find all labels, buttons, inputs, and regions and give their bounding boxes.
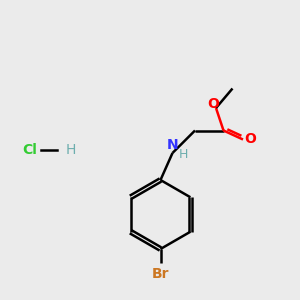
- Text: O: O: [244, 132, 256, 146]
- Text: H: H: [179, 148, 189, 161]
- Text: Cl: Cl: [22, 143, 38, 157]
- Text: O: O: [207, 98, 219, 111]
- Text: H: H: [65, 143, 76, 157]
- Text: Br: Br: [152, 267, 169, 281]
- Text: N: N: [167, 138, 178, 152]
